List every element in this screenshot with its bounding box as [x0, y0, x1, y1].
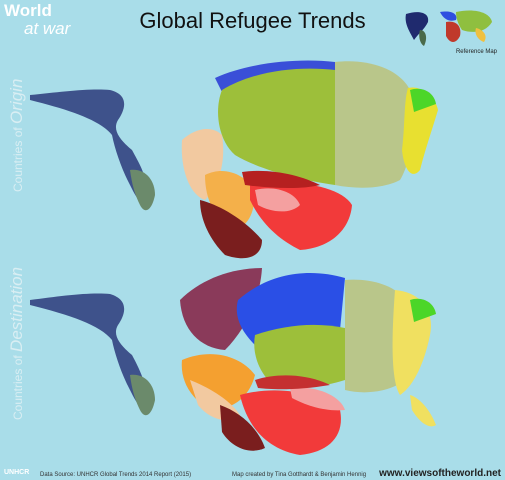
reference-map-label: Reference Map [455, 49, 497, 55]
dest-red-dark [255, 375, 330, 390]
origin-pink [255, 188, 300, 212]
footer-credit: Map created by Tina Gotthardt & Benjamin… [232, 472, 367, 478]
origin-label-small: Countries of [11, 127, 25, 192]
dest-east-green [345, 279, 405, 393]
origin-south-america [130, 169, 155, 211]
footer-source: Data Source: UNHCR Global Trends 2014 Re… [40, 472, 192, 478]
origin-label-big: Origin [7, 78, 26, 124]
origin-central-block [218, 68, 335, 185]
origin-europe [215, 60, 335, 92]
unhcr-logo: UNHCR [4, 469, 30, 476]
page-title: Global Refugee Trends [139, 8, 366, 33]
dest-yellow-bits [410, 395, 436, 427]
origin-axis-label: Countries of Origin [7, 79, 27, 192]
destination-axis-label: Countries of Destination [7, 267, 27, 420]
footer-url[interactable]: www.viewsoftheworld.net [379, 468, 501, 479]
origin-asia-green [410, 88, 436, 112]
brand-logo: World at war [4, 2, 70, 38]
dest-maroon [220, 405, 265, 451]
destination-cartogram [30, 268, 436, 455]
destination-label-small: Countries of [11, 355, 25, 420]
origin-asia [402, 87, 438, 174]
dest-asia-green [410, 298, 436, 322]
brand-line2: at war [24, 19, 71, 38]
origin-maroon [200, 200, 262, 259]
brand-line1: World [4, 1, 52, 20]
origin-americas [30, 89, 147, 202]
origin-dark-red [242, 170, 320, 189]
reference-map [400, 8, 498, 48]
origin-east-block [335, 61, 414, 188]
dest-americas [30, 293, 147, 407]
dest-south-america [130, 374, 155, 416]
origin-cartogram [30, 60, 438, 259]
dest-central-green [254, 324, 345, 388]
dest-pink [290, 387, 345, 411]
dest-europe-purple [180, 268, 262, 350]
destination-label-big: Destination [7, 266, 26, 352]
